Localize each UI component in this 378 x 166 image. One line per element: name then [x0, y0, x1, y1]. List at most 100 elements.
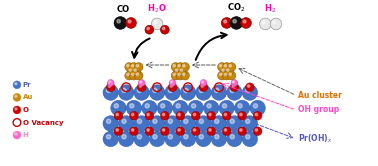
Circle shape: [114, 17, 127, 29]
Circle shape: [215, 119, 219, 124]
Text: H$_2$: H$_2$: [264, 3, 276, 15]
Circle shape: [149, 131, 165, 147]
Text: CO$_2$: CO$_2$: [227, 2, 246, 14]
Circle shape: [196, 85, 211, 100]
Text: H$_2$O: H$_2$O: [147, 3, 167, 15]
Circle shape: [142, 100, 157, 116]
Circle shape: [224, 129, 227, 131]
Circle shape: [169, 80, 176, 86]
Circle shape: [255, 129, 258, 131]
Circle shape: [128, 20, 131, 23]
Circle shape: [227, 71, 236, 80]
Circle shape: [234, 100, 250, 116]
Circle shape: [161, 25, 169, 34]
Text: O: O: [23, 107, 29, 113]
Circle shape: [220, 73, 222, 76]
Circle shape: [106, 88, 111, 93]
Circle shape: [227, 116, 242, 131]
Circle shape: [203, 100, 219, 116]
Circle shape: [201, 85, 203, 87]
Circle shape: [191, 104, 196, 108]
Circle shape: [137, 119, 142, 124]
Circle shape: [180, 85, 196, 100]
Circle shape: [199, 83, 208, 92]
Circle shape: [15, 133, 17, 135]
Circle shape: [126, 18, 136, 28]
Circle shape: [178, 129, 180, 131]
Circle shape: [171, 71, 180, 80]
Circle shape: [134, 71, 143, 80]
Circle shape: [122, 119, 126, 124]
Text: Pr(OH)$_x$: Pr(OH)$_x$: [298, 133, 333, 145]
Circle shape: [230, 135, 234, 139]
Circle shape: [114, 127, 123, 136]
Circle shape: [117, 19, 120, 23]
Circle shape: [227, 63, 236, 71]
Circle shape: [250, 100, 265, 116]
Circle shape: [184, 119, 188, 124]
Circle shape: [153, 119, 157, 124]
Circle shape: [232, 85, 234, 87]
Circle shape: [132, 129, 134, 131]
Circle shape: [161, 127, 169, 136]
Circle shape: [122, 88, 126, 93]
Circle shape: [231, 80, 238, 86]
Circle shape: [222, 18, 232, 28]
Circle shape: [224, 113, 227, 116]
Circle shape: [103, 116, 118, 131]
Circle shape: [116, 113, 118, 116]
Circle shape: [184, 135, 188, 139]
Circle shape: [13, 131, 21, 139]
Circle shape: [132, 67, 141, 76]
Circle shape: [171, 63, 180, 71]
Circle shape: [248, 85, 250, 87]
Circle shape: [201, 81, 203, 83]
Circle shape: [188, 100, 203, 116]
Circle shape: [273, 21, 276, 24]
Circle shape: [253, 127, 262, 136]
Circle shape: [173, 65, 175, 67]
Circle shape: [138, 80, 145, 86]
Circle shape: [178, 65, 180, 67]
Circle shape: [225, 67, 234, 76]
Circle shape: [165, 131, 180, 147]
Circle shape: [215, 88, 219, 93]
Circle shape: [132, 73, 134, 76]
Circle shape: [230, 83, 239, 92]
Text: OH group: OH group: [298, 105, 339, 114]
Circle shape: [118, 116, 134, 131]
Circle shape: [215, 135, 219, 139]
Circle shape: [199, 88, 203, 93]
Circle shape: [171, 81, 173, 83]
Circle shape: [145, 127, 154, 136]
Circle shape: [218, 63, 226, 71]
Circle shape: [227, 69, 229, 71]
Circle shape: [246, 83, 254, 92]
Circle shape: [134, 63, 143, 71]
Circle shape: [242, 131, 258, 147]
Circle shape: [176, 71, 184, 80]
Circle shape: [111, 100, 126, 116]
Circle shape: [130, 63, 138, 71]
Circle shape: [260, 18, 271, 30]
Circle shape: [157, 100, 173, 116]
Circle shape: [106, 83, 115, 92]
Circle shape: [149, 85, 165, 100]
Text: Au: Au: [23, 94, 33, 100]
Circle shape: [209, 129, 211, 131]
Circle shape: [116, 129, 118, 131]
Circle shape: [238, 111, 246, 120]
Circle shape: [238, 104, 242, 108]
Circle shape: [222, 63, 231, 71]
Circle shape: [173, 100, 188, 116]
Circle shape: [240, 113, 242, 116]
Text: H: H: [23, 132, 28, 138]
Circle shape: [165, 85, 180, 100]
Circle shape: [253, 111, 262, 120]
Circle shape: [227, 131, 242, 147]
Circle shape: [151, 18, 163, 30]
Circle shape: [109, 81, 111, 83]
Circle shape: [114, 111, 123, 120]
Circle shape: [175, 69, 178, 71]
Circle shape: [199, 119, 203, 124]
